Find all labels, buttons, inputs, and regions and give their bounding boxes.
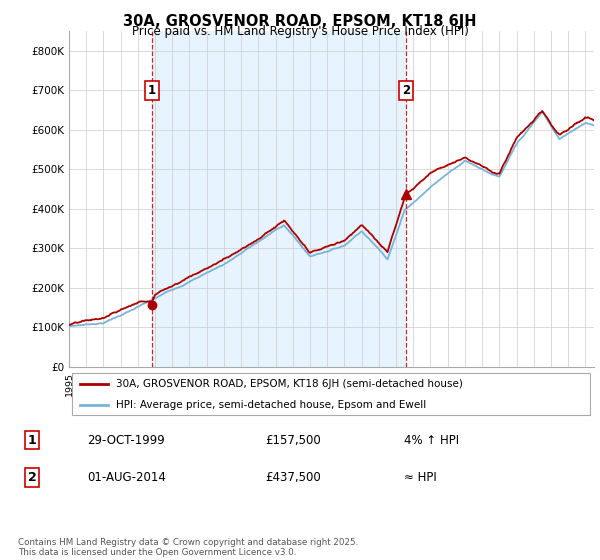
Text: HPI: Average price, semi-detached house, Epsom and Ewell: HPI: Average price, semi-detached house,… <box>116 400 427 410</box>
Text: Price paid vs. HM Land Registry's House Price Index (HPI): Price paid vs. HM Land Registry's House … <box>131 25 469 38</box>
Text: ≈ HPI: ≈ HPI <box>404 471 436 484</box>
Text: 30A, GROSVENOR ROAD, EPSOM, KT18 6JH (semi-detached house): 30A, GROSVENOR ROAD, EPSOM, KT18 6JH (se… <box>116 379 463 389</box>
Bar <box>152 31 406 367</box>
FancyBboxPatch shape <box>71 373 590 416</box>
Text: 01-AUG-2014: 01-AUG-2014 <box>87 471 166 484</box>
Text: 4% ↑ HPI: 4% ↑ HPI <box>404 433 459 447</box>
Text: 2: 2 <box>28 471 37 484</box>
Text: 1: 1 <box>28 433 37 447</box>
Text: 2: 2 <box>402 83 410 96</box>
Text: 30A, GROSVENOR ROAD, EPSOM, KT18 6JH: 30A, GROSVENOR ROAD, EPSOM, KT18 6JH <box>123 14 477 29</box>
Text: 29-OCT-1999: 29-OCT-1999 <box>87 433 164 447</box>
Text: Contains HM Land Registry data © Crown copyright and database right 2025.
This d: Contains HM Land Registry data © Crown c… <box>18 538 358 557</box>
Text: £437,500: £437,500 <box>265 471 321 484</box>
Text: 1: 1 <box>148 83 156 96</box>
Text: £157,500: £157,500 <box>265 433 321 447</box>
